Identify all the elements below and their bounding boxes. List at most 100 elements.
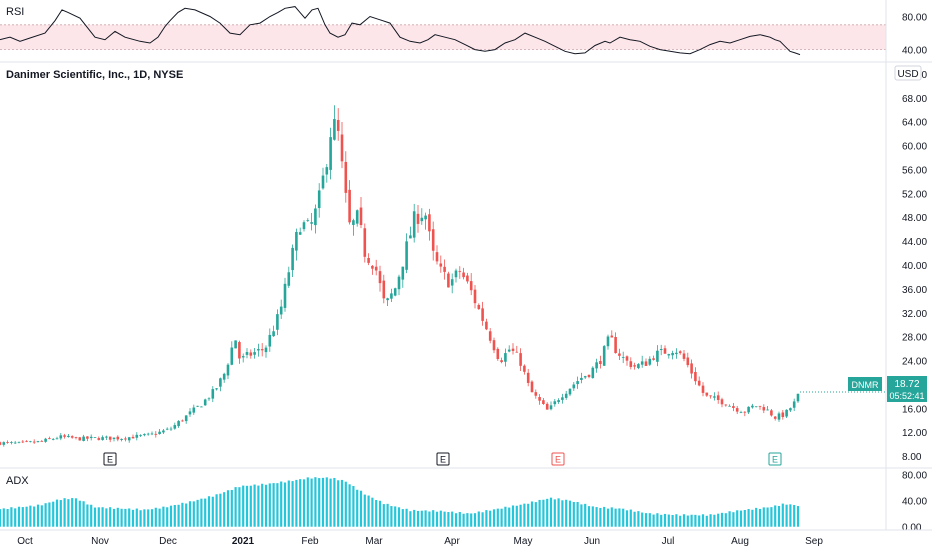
adx-bar	[36, 504, 40, 527]
candle-body	[439, 263, 443, 267]
price-tick-label: 44.00	[902, 237, 927, 248]
rsi-pane[interactable]: RSI	[0, 6, 886, 56]
adx-bar	[162, 506, 165, 527]
candle-body	[447, 273, 450, 288]
candle-body	[32, 441, 36, 443]
time-axis-label: Jun	[584, 536, 600, 547]
adx-bar	[283, 482, 287, 527]
candle-body	[44, 438, 47, 442]
rsi-series-line	[0, 6, 801, 56]
earnings-marker-label: E	[555, 455, 561, 465]
adx-bar	[546, 498, 549, 527]
rsi-tick-label: 80.00	[902, 13, 927, 24]
price-tick-label: 60.00	[902, 142, 927, 153]
adx-bar	[333, 477, 336, 527]
candle-body	[496, 348, 500, 360]
adx-bar	[352, 485, 355, 527]
adx-bar	[340, 479, 344, 527]
candle-body	[295, 231, 298, 251]
adx-bar	[397, 507, 401, 527]
adx-bar	[660, 514, 663, 527]
adx-bar	[663, 513, 667, 527]
candle-body	[333, 119, 336, 140]
adx-bar	[394, 506, 397, 527]
candle-body	[234, 340, 237, 349]
adx-bar	[268, 483, 271, 527]
candle-body	[773, 416, 777, 419]
adx-bar	[534, 502, 537, 527]
adx-bar	[435, 511, 439, 527]
adx-bar	[682, 514, 686, 527]
candle-body	[568, 388, 572, 395]
candle-body	[279, 306, 283, 315]
adx-bar	[71, 498, 74, 527]
adx-bar	[109, 507, 112, 527]
candle-body	[557, 400, 560, 403]
candle-body	[51, 438, 55, 440]
earnings-marker-icon[interactable]	[768, 452, 782, 466]
candle-body	[500, 360, 503, 363]
adx-bar	[219, 493, 222, 527]
adx-bar	[287, 480, 290, 527]
adx-bar	[173, 504, 176, 527]
candle-body	[766, 409, 769, 411]
adx-bar	[416, 510, 420, 527]
adx-bar	[261, 483, 264, 527]
candle-body	[105, 436, 108, 438]
candle-body	[200, 406, 203, 408]
adx-bar	[147, 509, 150, 527]
earnings-marker-icon[interactable]	[436, 452, 450, 466]
adx-pane[interactable]: ADX	[0, 475, 800, 527]
earnings-marker-icon[interactable]	[551, 452, 565, 466]
candle-body	[682, 353, 686, 359]
earnings-marker-icon[interactable]	[103, 452, 117, 466]
adx-bar	[432, 510, 435, 527]
adx-bar	[97, 507, 100, 527]
candle-body	[625, 356, 629, 361]
candle-body	[348, 189, 351, 223]
candle-body	[595, 362, 598, 369]
candle-body	[116, 436, 120, 440]
candle-body	[648, 358, 652, 365]
adx-bar	[55, 499, 59, 527]
candle-body	[181, 420, 184, 422]
adx-bar	[116, 507, 119, 527]
adx-bar	[59, 500, 62, 527]
adx-bar	[356, 489, 359, 527]
candle-body	[580, 377, 583, 380]
adx-bar	[386, 503, 389, 527]
adx-bar	[576, 501, 579, 527]
adx-bar	[709, 514, 712, 527]
currency-badge[interactable]	[894, 65, 922, 81]
adx-bar	[299, 479, 302, 527]
candle-body	[424, 215, 427, 220]
candle-body	[542, 400, 545, 405]
candle-body	[747, 406, 750, 413]
candle-body	[112, 437, 116, 439]
candle-body	[203, 399, 207, 406]
candle-body	[469, 281, 473, 291]
candle-body	[583, 376, 587, 378]
candle-body	[720, 399, 724, 405]
adx-bar	[606, 508, 610, 527]
time-axis[interactable]: Oct Nov Dec 2021 Feb Mar Apr May Jun Jul Aug Sep	[0, 529, 932, 547]
price-pane[interactable]: Danimer Scientific, Inc., 1D, NYSE E E E E	[0, 69, 886, 466]
adx-bar	[557, 498, 560, 527]
candle-body	[93, 437, 97, 439]
adx-bar	[120, 508, 123, 527]
adx-bar	[405, 508, 408, 527]
adx-bar	[477, 511, 480, 527]
candle-body	[713, 396, 716, 398]
adx-bar	[390, 506, 393, 527]
adx-bar	[766, 507, 769, 527]
adx-bar	[633, 511, 636, 527]
candle-body	[633, 365, 636, 367]
candle-body	[390, 293, 393, 299]
candle-body	[173, 425, 177, 429]
adx-bar	[549, 497, 553, 527]
price-scale-ticks: 72.0068.0064.0060.0056.0052.0048.0044.00…	[902, 70, 927, 463]
earnings-marker-label: E	[440, 455, 446, 465]
adx-bar	[451, 511, 454, 527]
